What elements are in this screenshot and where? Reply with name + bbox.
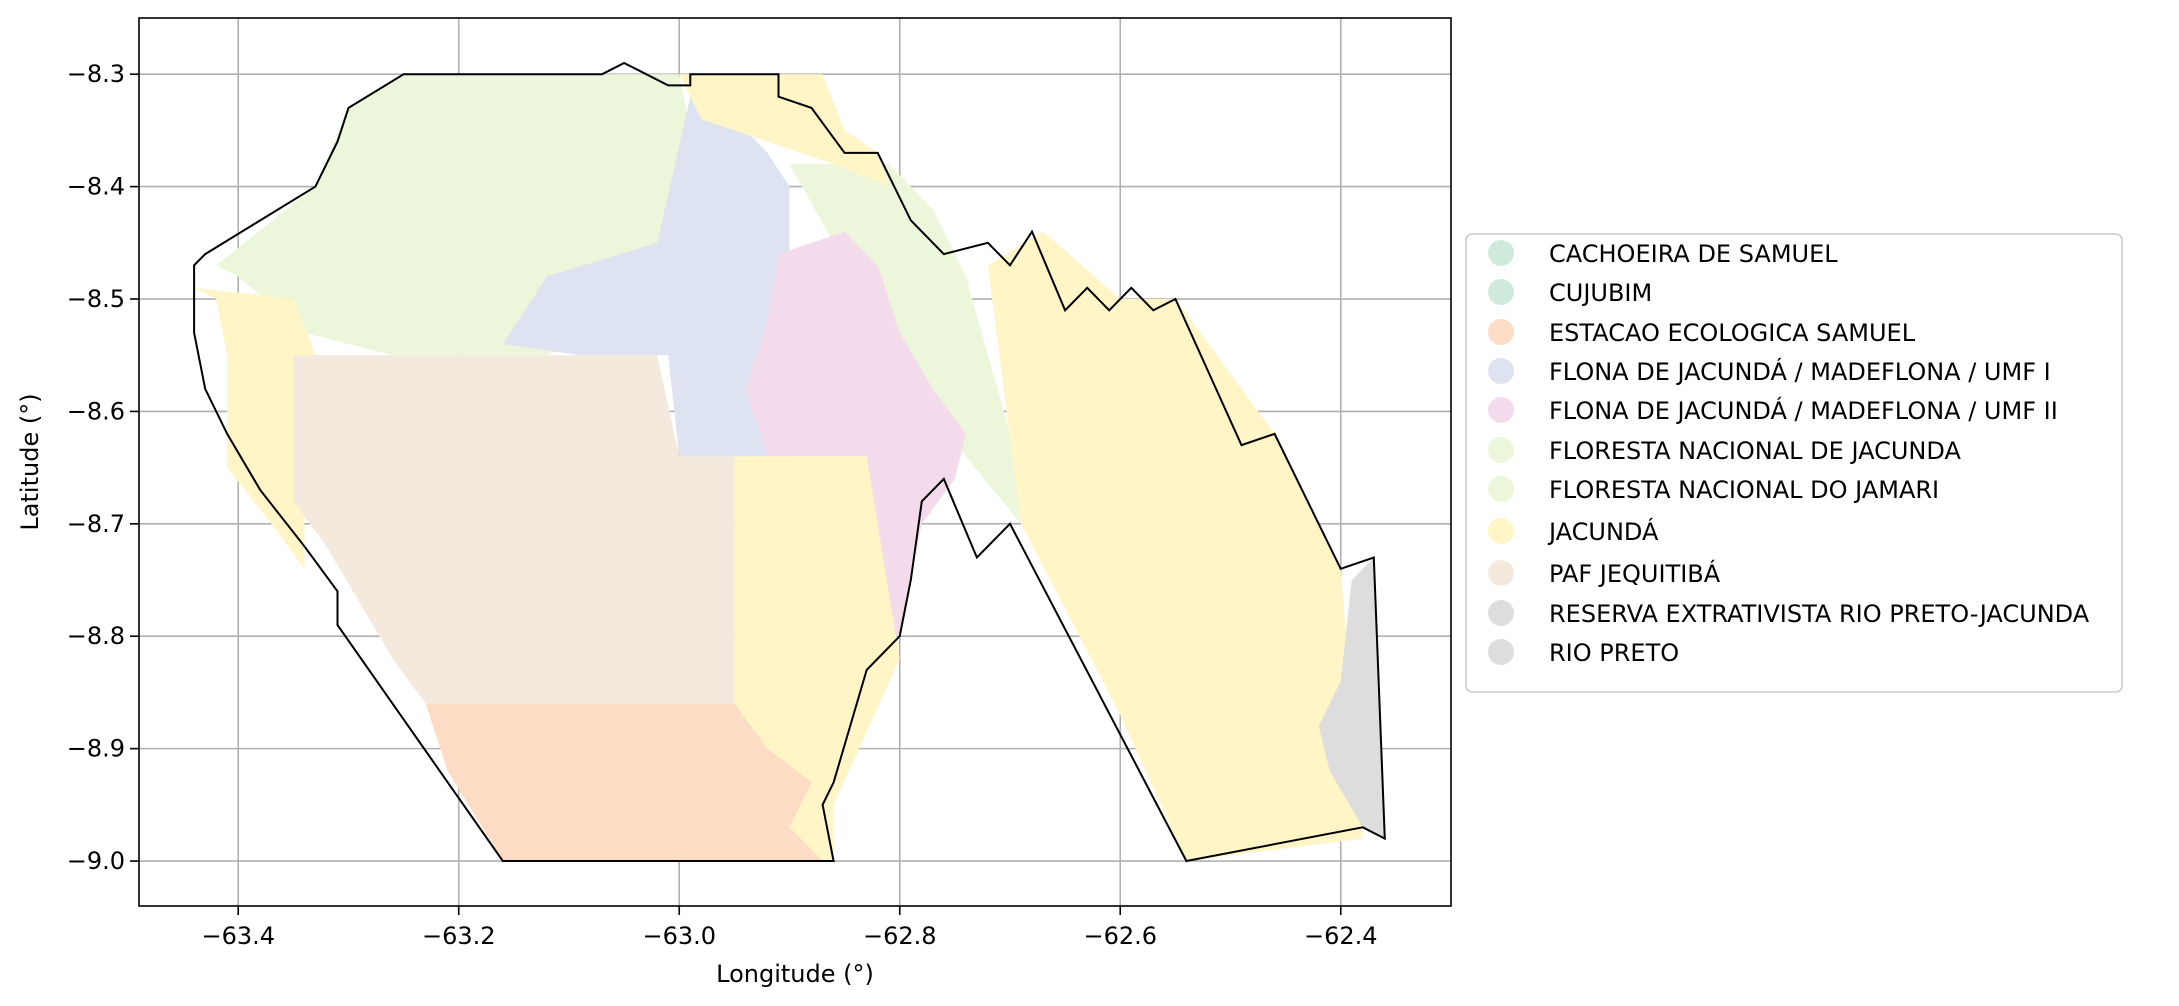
legend: CACHOEIRA DE SAMUEL CUJUBIM ESTACAO ECOLOG…	[1465, 233, 2123, 693]
legend-label: FLONA DE JACUNDÁ / MADEFLONA / UMF I	[1549, 357, 2051, 386]
legend-marker	[1488, 600, 1514, 626]
legend-marker	[1488, 279, 1514, 305]
legend-marker	[1488, 560, 1514, 586]
legend-label: FLORESTA NACIONAL DO JAMARI	[1549, 476, 1939, 504]
legend-label: FLORESTA NACIONAL DE JACUNDA	[1549, 437, 1961, 465]
y-tick-label: −9.0	[67, 847, 125, 875]
study-area-boundary	[193, 61, 1386, 863]
legend-marker	[1488, 358, 1514, 384]
legend-frame	[1465, 233, 2123, 693]
legend-marker	[1488, 437, 1514, 463]
region-paf-jequitib-	[293, 355, 735, 704]
y-tick-label: −8.9	[67, 735, 125, 763]
legend-label: RESERVA EXTRATIVISTA RIO PRETO-JACUNDA	[1549, 600, 2090, 628]
y-tick-label: −8.6	[67, 397, 125, 425]
region-estacao-ecologica-samuel	[425, 703, 823, 861]
axis-ticks: −63.4 −63.2 −63.0 −62.8 −62.6 −62.4 −8.3 −8.4 −8…	[67, 60, 1378, 950]
legend-marker	[1488, 476, 1514, 502]
x-tick-label: −62.4	[1304, 922, 1378, 950]
y-tick-label: −8.8	[67, 622, 125, 650]
y-tick-label: −8.7	[67, 510, 125, 538]
legend-marker	[1488, 518, 1514, 544]
y-tick-label: −8.4	[67, 173, 125, 201]
legend-marker	[1488, 639, 1514, 665]
region-flona-de-jacund-madeflona-umf-i	[502, 96, 801, 457]
x-tick-label: −63.0	[642, 922, 716, 950]
legend-label: CACHOEIRA DE SAMUEL	[1549, 240, 1838, 268]
region-jacund-	[194, 287, 316, 569]
region-jacund-	[987, 231, 1363, 862]
x-tick-label: −63.2	[422, 922, 496, 950]
legend-label: CUJUBIM	[1549, 279, 1652, 307]
region-reserva-extrativista-rio-preto-jacunda	[1318, 557, 1385, 839]
region-polygons	[194, 74, 1385, 862]
x-axis-label: Longitude (°)	[716, 960, 874, 988]
y-tick-label: −8.3	[67, 60, 125, 88]
x-tick-label: −63.4	[201, 922, 275, 950]
legend-marker	[1488, 319, 1514, 345]
legend-marker	[1488, 397, 1514, 423]
legend-label: FLONA DE JACUNDÁ / MADEFLONA / UMF II	[1549, 396, 2058, 425]
y-tick-label: −8.5	[67, 285, 125, 313]
legend-label: RIO PRETO	[1549, 639, 1679, 667]
region-jacund-	[679, 74, 889, 187]
y-axis-label: Latitude (°)	[16, 393, 44, 530]
region-flona-de-jacund-madeflona-umf-ii	[745, 231, 966, 637]
legend-label: PAF JEQUITIBÁ	[1549, 559, 1721, 588]
x-tick-label: −62.6	[1083, 922, 1157, 950]
legend-label: JACUNDÁ	[1547, 517, 1659, 546]
legend-marker	[1488, 240, 1514, 266]
legend-label: ESTACAO ECOLOGICA SAMUEL	[1549, 319, 1916, 347]
x-tick-label: −62.8	[863, 922, 937, 950]
plot-frame	[138, 17, 1452, 907]
